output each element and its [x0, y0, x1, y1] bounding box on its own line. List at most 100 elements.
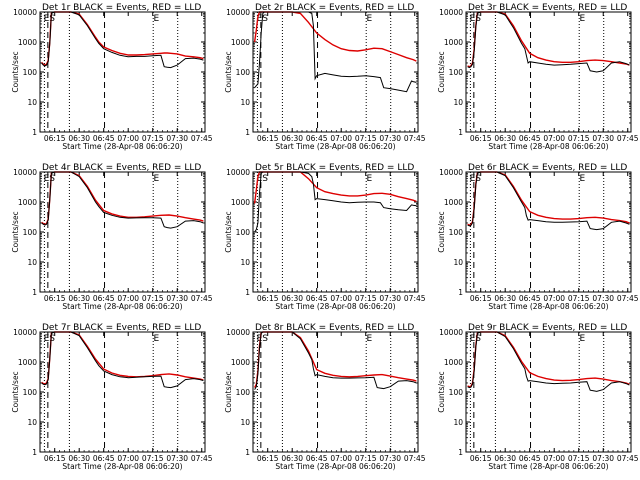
y-tick-label: 100 [449, 388, 464, 397]
events-series-line [467, 331, 630, 392]
event-start-marker-label: ES [44, 174, 56, 184]
x-tick-label: 06:15 [257, 454, 279, 463]
x-tick-label: 07:00 [117, 134, 139, 143]
y-tick-label: 1000 [18, 198, 37, 207]
x-tick-label: 07:30 [379, 134, 401, 143]
panel-title: Det 8r BLACK = Events, RED = LLD [255, 323, 414, 333]
y-tick-label: 1000 [18, 38, 37, 47]
detector-panel-4: Det 4r BLACK = Events, RED = LLD 1 10 100 10… [11, 163, 213, 311]
y-tick-label: 100 [236, 228, 251, 237]
x-axis-label: Start Time (28-Apr-08 06:06:20) [62, 462, 182, 471]
event-start-marker-label: ES [257, 334, 269, 344]
event-start-marker-label: ES [44, 334, 56, 344]
y-tick-label: 10 [27, 98, 37, 107]
y-tick-label: 100 [236, 68, 251, 77]
events-series-line [41, 11, 204, 69]
x-tick-label: 06:30 [68, 134, 90, 143]
x-tick-label: 06:15 [44, 134, 66, 143]
x-tick-label: 06:45 [306, 134, 328, 143]
events-series-line [467, 171, 630, 231]
detector-panel-1: Det 1r BLACK = Events, RED = LLD 1 10 100 10… [11, 3, 213, 151]
x-tick-label: 07:00 [543, 134, 565, 143]
detector-panel-3: Det 3r BLACK = Events, RED = LLD 1 10 100 10… [437, 3, 639, 151]
x-tick-label: 07:00 [543, 454, 565, 463]
detector-panel-5: Det 5r BLACK = Events, RED = LLD 1 10 100 10… [224, 163, 426, 311]
x-tick-label: 07:15 [142, 294, 164, 303]
x-tick-label: 06:15 [257, 134, 279, 143]
event-end-marker-label: E [154, 14, 160, 24]
y-tick-label: 1 [245, 288, 250, 297]
x-axis-label: Start Time (28-Apr-08 06:06:20) [275, 462, 395, 471]
detector-panel-8: Det 8r BLACK = Events, RED = LLD 1 10 100 10… [224, 323, 426, 471]
x-tick-label: 07:45 [404, 454, 426, 463]
event-end-marker-label: E [580, 14, 586, 24]
y-tick-label: 1000 [231, 198, 250, 207]
panel-title: Det 7r BLACK = Events, RED = LLD [42, 323, 201, 333]
plot-frame [39, 171, 206, 293]
event-end-marker-label: E [580, 334, 586, 344]
y-tick-label: 100 [449, 68, 464, 77]
x-tick-label: 06:30 [68, 294, 90, 303]
x-tick-label: 07:15 [355, 454, 377, 463]
x-axis-label: Start Time (28-Apr-08 06:06:20) [488, 142, 608, 151]
x-tick-label: 06:15 [44, 454, 66, 463]
x-tick-label: 07:30 [379, 454, 401, 463]
x-tick-label: 06:30 [494, 294, 516, 303]
x-tick-label: 06:45 [93, 294, 115, 303]
detector-panel-9: Det 9r BLACK = Events, RED = LLD 1 10 100 10… [437, 323, 639, 471]
y-axis-label: Counts/sec [11, 211, 20, 252]
y-axis-label: Counts/sec [11, 371, 20, 412]
x-tick-label: 06:15 [44, 294, 66, 303]
x-tick-label: 06:45 [93, 454, 115, 463]
y-tick-label: 10000 [439, 8, 463, 17]
plot-frame [39, 331, 206, 453]
y-tick-label: 10 [27, 418, 37, 427]
y-tick-label: 10 [240, 258, 250, 267]
x-axis-label: Start Time (28-Apr-08 06:06:20) [275, 302, 395, 311]
x-axis-label: Start Time (28-Apr-08 06:06:20) [275, 142, 395, 151]
panel-title: Det 4r BLACK = Events, RED = LLD [42, 163, 201, 173]
x-tick-label: 06:30 [494, 454, 516, 463]
detector-panel-6: Det 6r BLACK = Events, RED = LLD 1 10 100 10… [437, 163, 639, 311]
x-tick-label: 07:30 [592, 134, 614, 143]
x-tick-label: 07:15 [355, 134, 377, 143]
panel-title: Det 5r BLACK = Events, RED = LLD [255, 163, 414, 173]
event-start-marker-label: ES [470, 14, 482, 24]
x-tick-label: 07:30 [379, 294, 401, 303]
plot-frame [465, 171, 632, 293]
event-start-marker-label: ES [44, 14, 56, 24]
x-tick-label: 07:30 [166, 294, 188, 303]
plot-frame [252, 171, 419, 293]
detector-panel-7: Det 7r BLACK = Events, RED = LLD 1 10 100 10… [11, 323, 213, 471]
plot-frame [465, 331, 632, 453]
x-axis-label: Start Time (28-Apr-08 06:06:20) [62, 142, 182, 151]
x-tick-label: 06:15 [257, 294, 279, 303]
x-tick-label: 06:15 [470, 134, 492, 143]
x-tick-label: 06:45 [519, 134, 541, 143]
y-tick-label: 1000 [444, 358, 463, 367]
x-tick-label: 07:00 [117, 454, 139, 463]
y-tick-label: 10 [240, 418, 250, 427]
x-tick-label: 07:45 [191, 134, 213, 143]
x-tick-label: 06:15 [470, 454, 492, 463]
x-tick-label: 07:30 [166, 454, 188, 463]
event-start-marker-label: ES [470, 174, 482, 184]
x-tick-label: 07:30 [592, 294, 614, 303]
x-tick-label: 06:30 [281, 134, 303, 143]
y-axis-label: Counts/sec [437, 371, 446, 412]
x-tick-label: 07:45 [191, 294, 213, 303]
y-tick-label: 10 [240, 98, 250, 107]
y-tick-label: 10 [453, 98, 463, 107]
x-tick-label: 07:45 [617, 134, 639, 143]
x-axis-label: Start Time (28-Apr-08 06:06:20) [488, 302, 608, 311]
event-end-marker-label: E [580, 174, 586, 184]
y-tick-label: 10000 [226, 328, 250, 337]
y-tick-label: 1 [245, 128, 250, 137]
x-tick-label: 06:30 [281, 294, 303, 303]
x-tick-label: 06:45 [519, 454, 541, 463]
panel-title: Det 3r BLACK = Events, RED = LLD [468, 3, 627, 13]
event-end-marker-label: E [367, 174, 373, 184]
plot-frame [39, 11, 206, 133]
x-tick-label: 07:15 [568, 294, 590, 303]
